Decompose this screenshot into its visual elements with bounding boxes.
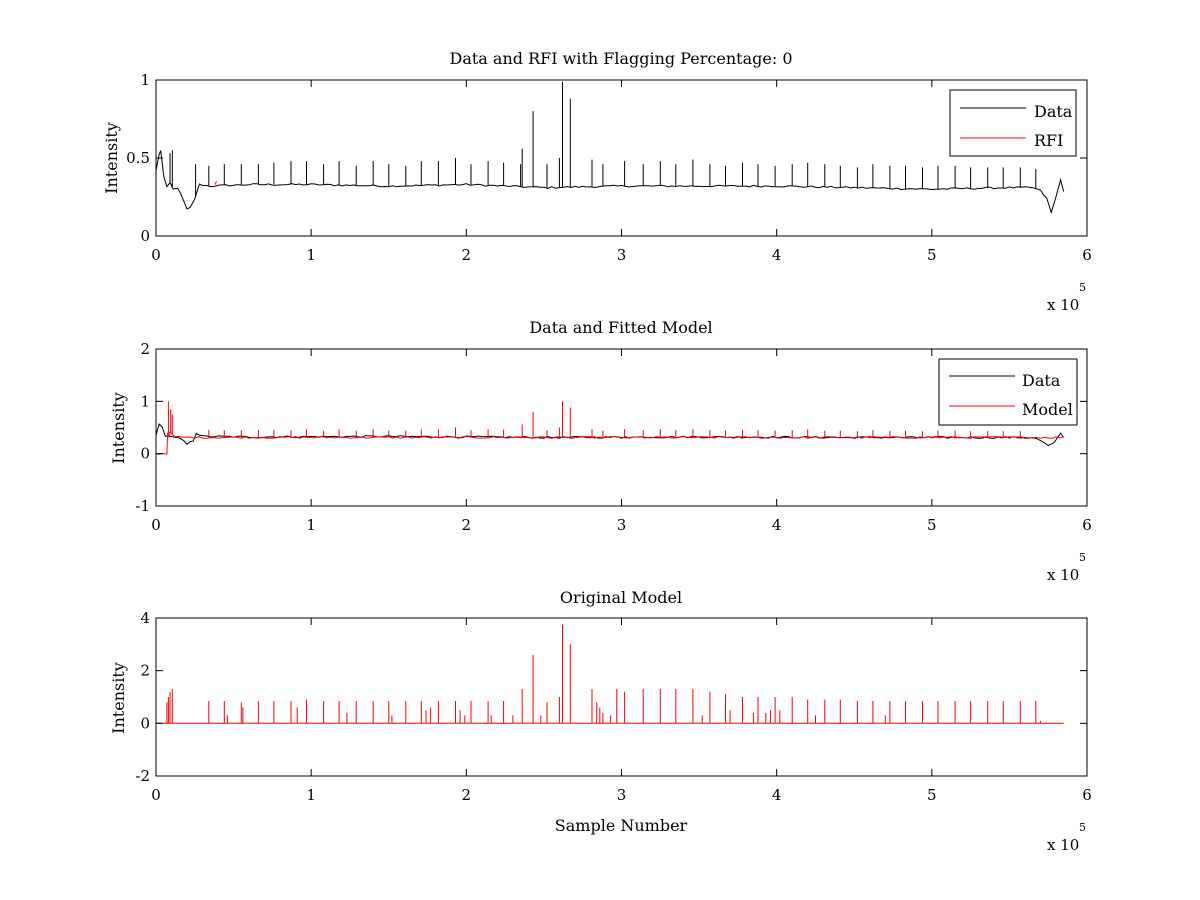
- subplot-3-title: Original Model: [560, 588, 682, 607]
- x-tick-label: 3: [617, 246, 627, 264]
- y-tick-label: -2: [135, 767, 150, 785]
- x-tick-label: 2: [462, 246, 472, 264]
- x-tick-label: 5: [927, 516, 937, 534]
- subplot-2-ylabel: Intensity: [109, 392, 128, 464]
- legend-label-data-1: Data: [1034, 102, 1073, 121]
- subplot-3-x-exponent: x 10: [1047, 836, 1079, 854]
- subplot-1-ylabel: Intensity: [102, 122, 121, 194]
- y-tick-label: 2: [140, 662, 150, 680]
- y-tick-label: 1: [140, 392, 150, 410]
- x-tick-label: 2: [462, 516, 472, 534]
- x-tick-label: 0: [151, 516, 161, 534]
- y-tick-label: 0: [140, 714, 150, 732]
- x-tick-label: 1: [306, 246, 316, 264]
- series-data: [155, 81, 1065, 215]
- legend-box-1: [949, 89, 1077, 157]
- x-tick-label: 0: [151, 786, 161, 804]
- x-tick-label: 4: [772, 246, 782, 264]
- x-tick-label: 6: [1082, 246, 1092, 264]
- series-model: [156, 624, 1064, 724]
- legend-1: Data RFI: [949, 89, 1077, 157]
- series-layer-3: [156, 624, 1064, 724]
- x-tick-label: 3: [617, 786, 627, 804]
- y-tick-label: -1: [135, 497, 150, 515]
- subplot-1-x-exponent: x 10: [1047, 296, 1079, 314]
- y-tick-label: 4: [140, 609, 150, 627]
- y-tick-label: 0.5: [126, 149, 150, 167]
- x-tick-label: 4: [772, 786, 782, 804]
- legend-label-data-2: Data: [1022, 371, 1061, 390]
- x-tick-label: 4: [772, 516, 782, 534]
- y-tick-label: 2: [140, 340, 150, 358]
- legend-label-rfi-1: RFI: [1034, 131, 1063, 150]
- y-tick-label: 0: [140, 445, 150, 463]
- subplot-3-xlabel: Sample Number: [555, 816, 688, 835]
- series-rfi: [214, 181, 217, 185]
- subplot-1-x-exponent-power: 5: [1079, 281, 1086, 294]
- x-tick-label: 5: [927, 246, 937, 264]
- series-line-data: [155, 150, 1065, 215]
- subplot-3-ylabel: Intensity: [109, 662, 128, 734]
- x-tick-label: 6: [1082, 516, 1092, 534]
- series-line-model: [155, 430, 1064, 455]
- series-line-rfi: [214, 181, 217, 185]
- legend-box-2: [938, 358, 1078, 426]
- series-model: [155, 401, 1064, 455]
- subplot-2-title: Data and Fitted Model: [529, 318, 712, 337]
- y-tick-label: 1: [140, 71, 150, 89]
- series-layer-2: [155, 401, 1065, 455]
- y-tick-label: 0: [140, 227, 150, 245]
- subplot-1: 0 1 2 3 4 5 6 0 0.5 1 Data and RFI with Flagging …: [102, 49, 1092, 314]
- subplot-1-title: Data and RFI with Flagging Percentage: 0: [449, 49, 792, 68]
- legend-2: Data Model: [938, 358, 1078, 426]
- x-tick-label: 5: [927, 786, 937, 804]
- plot-area-3: [155, 617, 1088, 777]
- plot-area-2: [155, 348, 1088, 507]
- tick-layer-1: 0 1 2 3 4 5 6 0 0.5 1: [126, 71, 1092, 264]
- x-tick-label: 0: [151, 246, 161, 264]
- subplot-2-x-exponent: x 10: [1047, 566, 1079, 584]
- subplot-2-x-exponent-power: 5: [1079, 551, 1086, 564]
- x-tick-label: 1: [306, 786, 316, 804]
- plot-area-1: [155, 79, 1088, 237]
- series-layer-1: [155, 81, 1065, 215]
- x-tick-label: 2: [462, 786, 472, 804]
- x-tick-label: 3: [617, 516, 627, 534]
- x-tick-label: 6: [1082, 786, 1092, 804]
- subplot-3-x-exponent-power: 5: [1079, 821, 1086, 834]
- legend-label-model-2: Model: [1022, 400, 1073, 419]
- x-tick-label: 1: [306, 516, 316, 534]
